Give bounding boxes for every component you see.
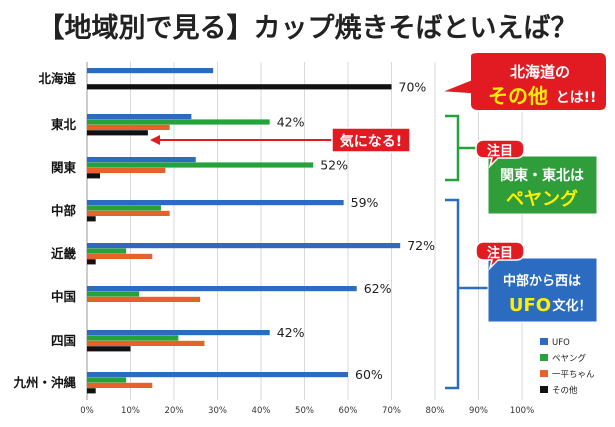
data-label: 42% bbox=[277, 325, 305, 340]
x-tick-label: 70% bbox=[382, 406, 401, 416]
callout-text: 気になる! bbox=[340, 133, 402, 150]
x-tick-label: 80% bbox=[426, 406, 445, 416]
east-bracket bbox=[445, 114, 460, 182]
bar-ippei bbox=[87, 296, 201, 302]
east-badge-text: 注目 bbox=[487, 143, 513, 159]
legend-swatch-ippei bbox=[540, 370, 548, 377]
bar-ufo bbox=[87, 200, 344, 206]
category-label: 近畿 bbox=[51, 246, 77, 261]
west-box-line1: 中部から西は bbox=[503, 273, 581, 289]
west-annotation-box: 中部から西は UFO 文化！ 注目 bbox=[475, 241, 598, 323]
hokkaido-speech-bubble: 北海道の その他 とは!! bbox=[439, 51, 608, 112]
bar-ippei bbox=[87, 253, 153, 259]
data-label: 42% bbox=[277, 115, 305, 130]
category-label: 北海道 bbox=[38, 71, 76, 86]
bar-peyang bbox=[87, 162, 314, 168]
east-badge bbox=[475, 139, 525, 169]
x-tick-label: 40% bbox=[252, 406, 271, 416]
category-label: 四国 bbox=[51, 333, 76, 348]
bar-ufo bbox=[87, 157, 196, 163]
x-tick-label: 30% bbox=[208, 406, 227, 416]
bars bbox=[87, 68, 401, 394]
bar-other bbox=[87, 216, 96, 222]
category-label: 東北 bbox=[51, 117, 77, 132]
x-tick-label: 10% bbox=[121, 406, 140, 416]
bar-ufo bbox=[87, 114, 192, 120]
east-box-line1: 関東・東北は bbox=[500, 167, 584, 184]
west-box-ufo: UFO bbox=[509, 295, 551, 316]
bar-ippei bbox=[87, 167, 166, 173]
bubble-line2-tail: とは!! bbox=[556, 90, 597, 106]
kininaru-callout: 気になる! bbox=[150, 127, 411, 153]
bar-other bbox=[87, 173, 101, 179]
east-annotation-box: 関東・東北は ペヤング 注目 bbox=[475, 139, 598, 215]
legend-label-peyang: ペヤング bbox=[552, 353, 587, 364]
legend-swatch-other bbox=[540, 386, 548, 393]
legend: UFO ペヤング 一平ちゃん その他 bbox=[540, 338, 595, 396]
bar-ippei bbox=[87, 124, 170, 130]
data-label: 72% bbox=[407, 238, 435, 253]
data-label: 59% bbox=[351, 195, 379, 210]
bar-peyang bbox=[87, 119, 270, 125]
bar-peyang bbox=[87, 205, 161, 211]
category-label: 関東 bbox=[51, 160, 77, 175]
x-tick-label: 60% bbox=[339, 406, 358, 416]
bar-ufo bbox=[87, 243, 401, 249]
legend-label-ufo: UFO bbox=[552, 338, 570, 348]
east-box-line2: ペヤング bbox=[506, 188, 578, 210]
bar-ippei bbox=[87, 210, 170, 216]
chart-title: 【地域別で見る】カップ焼きそばといえば？ bbox=[37, 13, 578, 44]
bar-peyang bbox=[87, 248, 127, 254]
bar-other bbox=[87, 84, 392, 90]
data-label: 52% bbox=[320, 158, 348, 173]
west-badge bbox=[475, 241, 525, 271]
west-bracket bbox=[445, 198, 460, 390]
data-labels: 70% 42% 52% 59% 72% 62% 42% 60% bbox=[277, 79, 435, 382]
data-label: 62% bbox=[364, 281, 392, 296]
bar-other bbox=[87, 346, 131, 352]
bar-ippei bbox=[87, 340, 205, 346]
category-label: 中部 bbox=[51, 203, 77, 218]
bar-ufo bbox=[87, 68, 214, 74]
bar-ufo bbox=[87, 330, 270, 336]
x-tick-labels: 0% 10% 20% 30% 40% 50% 60% 70% 80% 90% 100% bbox=[80, 406, 534, 416]
bar-peyang bbox=[87, 335, 179, 341]
west-badge-text: 注目 bbox=[487, 245, 513, 261]
bar-other bbox=[87, 259, 96, 265]
bar-ufo bbox=[87, 286, 357, 292]
legend-label-other: その他 bbox=[552, 385, 578, 396]
bar-ippei bbox=[87, 382, 153, 388]
x-tick-label: 90% bbox=[469, 406, 488, 416]
data-label: 70% bbox=[399, 79, 427, 94]
west-box-line2-tail: 文化！ bbox=[552, 298, 591, 314]
bar-other bbox=[87, 388, 96, 394]
bar-peyang bbox=[87, 377, 127, 383]
x-tick-label: 0% bbox=[80, 406, 94, 416]
x-tick-label: 100% bbox=[510, 406, 534, 416]
bar-peyang bbox=[87, 291, 140, 297]
bar-ufo bbox=[87, 372, 348, 378]
data-label: 60% bbox=[355, 367, 383, 382]
callout-arrow-icon bbox=[150, 135, 160, 145]
x-tick-label: 50% bbox=[295, 406, 314, 416]
x-tick-label: 20% bbox=[165, 406, 184, 416]
category-label: 九州・沖縄 bbox=[12, 375, 76, 390]
bubble-line1: 北海道の bbox=[510, 63, 570, 81]
legend-swatch-peyang bbox=[540, 354, 548, 361]
bubble-highlight: その他 bbox=[488, 84, 548, 108]
legend-label-ippei: 一平ちゃん bbox=[552, 370, 595, 380]
category-label: 中国 bbox=[51, 289, 76, 304]
legend-swatch-ufo bbox=[540, 338, 548, 345]
bar-other bbox=[87, 130, 148, 136]
